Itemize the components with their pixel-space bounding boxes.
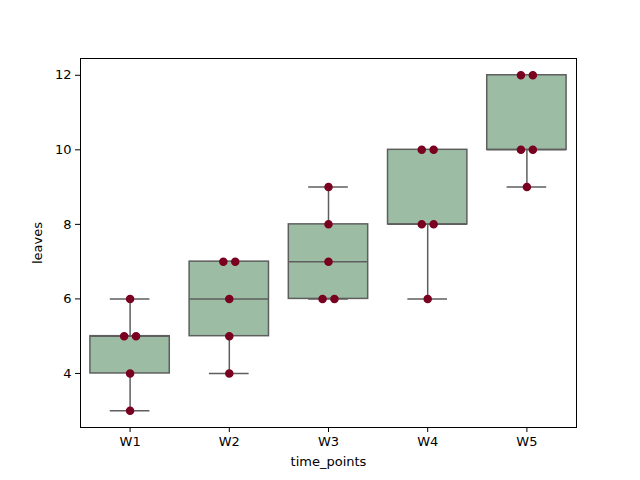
svg-text:W3: W3 xyxy=(318,434,339,449)
svg-text:8: 8 xyxy=(63,217,71,232)
svg-text:4: 4 xyxy=(63,366,71,381)
svg-text:W5: W5 xyxy=(516,434,537,449)
svg-text:time_points: time_points xyxy=(291,454,367,469)
svg-text:W4: W4 xyxy=(417,434,438,449)
svg-text:12: 12 xyxy=(55,67,72,82)
svg-text:leaves: leaves xyxy=(30,222,45,264)
svg-text:W1: W1 xyxy=(120,434,141,449)
svg-text:10: 10 xyxy=(55,142,72,157)
svg-text:W2: W2 xyxy=(219,434,240,449)
svg-text:6: 6 xyxy=(63,291,71,306)
